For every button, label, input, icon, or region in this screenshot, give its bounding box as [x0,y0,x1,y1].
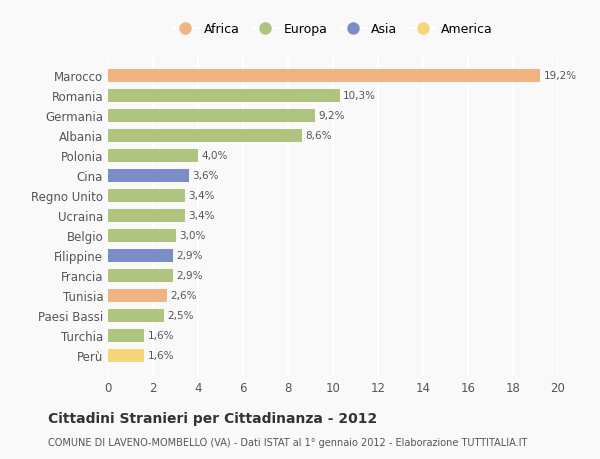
Bar [108,269,173,282]
Bar [108,349,144,362]
Bar [108,289,167,302]
Text: 3,0%: 3,0% [179,231,205,241]
Bar [108,110,315,123]
Bar [108,129,302,142]
Text: COMUNE DI LAVENO-MOMBELLO (VA) - Dati ISTAT al 1° gennaio 2012 - Elaborazione TU: COMUNE DI LAVENO-MOMBELLO (VA) - Dati IS… [48,437,527,447]
Text: 3,6%: 3,6% [193,171,219,181]
Text: 9,2%: 9,2% [319,111,345,121]
Bar [108,150,198,162]
Bar [108,169,189,182]
Bar [108,249,173,262]
Text: 19,2%: 19,2% [544,71,577,81]
Text: 8,6%: 8,6% [305,131,331,141]
Legend: Africa, Europa, Asia, America: Africa, Europa, Asia, America [169,20,497,40]
Bar [108,209,185,222]
Bar [108,329,144,342]
Bar [108,309,164,322]
Text: 1,6%: 1,6% [148,350,174,360]
Text: 10,3%: 10,3% [343,91,376,101]
Text: 2,5%: 2,5% [167,310,194,320]
Text: 2,9%: 2,9% [176,270,203,280]
Text: Cittadini Stranieri per Cittadinanza - 2012: Cittadini Stranieri per Cittadinanza - 2… [48,411,377,425]
Text: 1,6%: 1,6% [148,330,174,340]
Text: 2,6%: 2,6% [170,291,196,301]
Bar [108,229,176,242]
Bar [108,90,340,102]
Bar [108,70,540,83]
Text: 4,0%: 4,0% [202,151,228,161]
Bar [108,189,185,202]
Text: 3,4%: 3,4% [188,211,214,221]
Text: 2,9%: 2,9% [176,251,203,261]
Text: 3,4%: 3,4% [188,191,214,201]
